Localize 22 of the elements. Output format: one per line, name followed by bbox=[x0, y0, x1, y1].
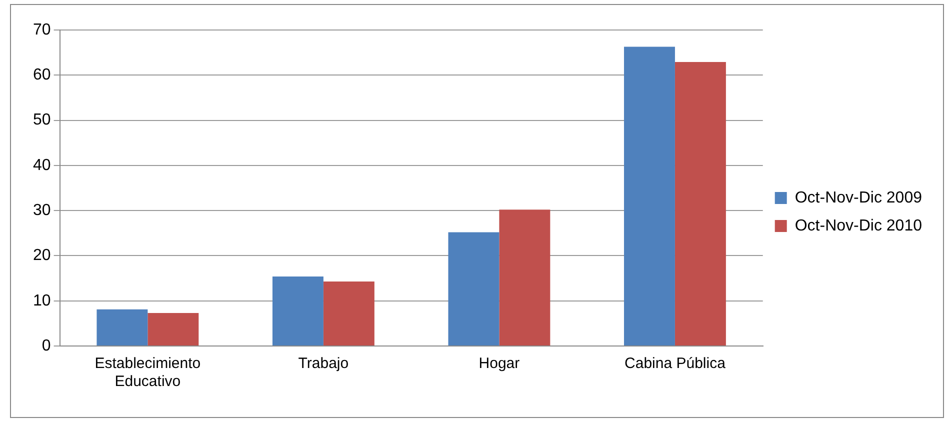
y-tick-label: 50 bbox=[33, 112, 51, 129]
bar bbox=[448, 232, 500, 346]
x-tick-label: Trabajo bbox=[298, 355, 349, 372]
y-tick-label: 0 bbox=[42, 337, 51, 354]
y-tick-label: 30 bbox=[33, 202, 51, 219]
bar bbox=[674, 62, 726, 346]
y-tick-label: 20 bbox=[33, 247, 51, 264]
bar bbox=[624, 46, 675, 346]
y-tick-label: 10 bbox=[33, 292, 51, 310]
bar bbox=[96, 309, 148, 346]
legend-label: Oct-Nov-Dic 2009 bbox=[794, 189, 922, 206]
y-tick-label: 40 bbox=[33, 156, 51, 174]
bar bbox=[499, 210, 550, 346]
x-tick-label: Establecimiento Educativo bbox=[94, 355, 201, 390]
x-tick-label: Cabina Pública bbox=[624, 355, 726, 372]
bar bbox=[272, 276, 324, 346]
bar bbox=[323, 281, 374, 346]
bar bbox=[148, 313, 199, 346]
legend-label: Oct-Nov-Dic 2010 bbox=[794, 217, 922, 234]
y-tick-label: 70 bbox=[33, 21, 51, 38]
y-tick-label: 60 bbox=[33, 66, 51, 84]
x-tick-label: Hogar bbox=[478, 355, 520, 372]
